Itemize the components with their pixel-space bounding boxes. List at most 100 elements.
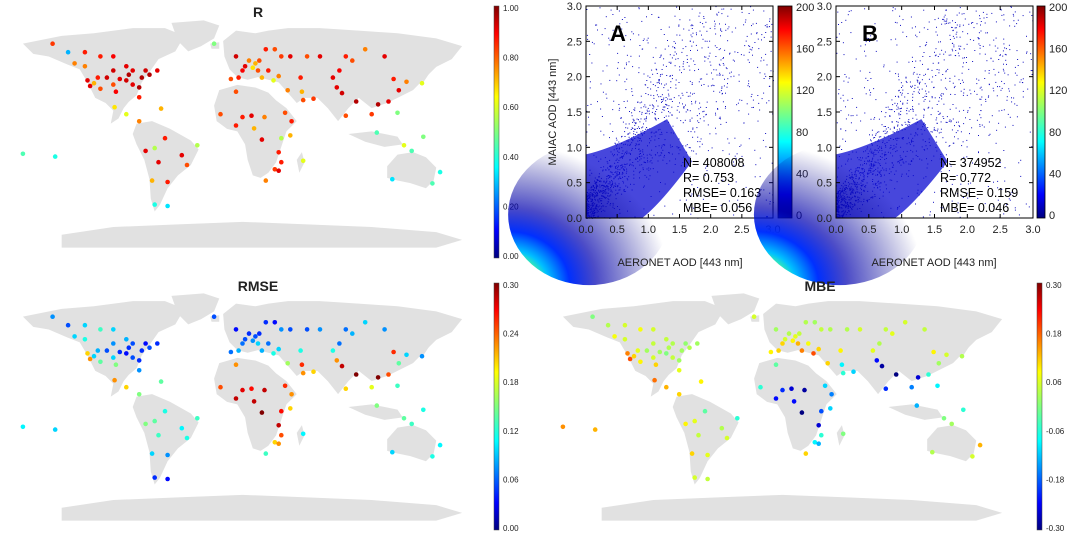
sparse-point xyxy=(995,81,997,83)
sparse-point xyxy=(993,205,994,207)
y-tick-label: 0.0 xyxy=(567,213,582,225)
sparse-point xyxy=(728,200,730,202)
station-point xyxy=(263,47,269,52)
sparse-point xyxy=(646,109,648,111)
sparse-point xyxy=(943,16,945,18)
sparse-point xyxy=(923,27,925,29)
sparse-point xyxy=(954,208,956,210)
sparse-point xyxy=(943,18,945,20)
sparse-point xyxy=(721,30,723,32)
sparse-point xyxy=(951,26,953,28)
station-point xyxy=(350,331,355,336)
sparse-point xyxy=(608,44,610,46)
sparse-point xyxy=(739,158,741,160)
colorbar-tick-label: 0.00 xyxy=(503,252,519,261)
scatter-b-axes: 0.0 0.5 1.0 1.5 2.0 2.5 3.00.00.51.01.52.02.53… xyxy=(817,1,1041,236)
sparse-point xyxy=(609,39,611,41)
sparse-point xyxy=(838,89,840,90)
sparse-point xyxy=(669,75,671,77)
sparse-point xyxy=(840,110,842,112)
sparse-point xyxy=(642,126,644,128)
sparse-point xyxy=(689,40,691,42)
sparse-point xyxy=(906,110,908,112)
station-point xyxy=(262,387,267,393)
sparse-point xyxy=(1017,19,1019,21)
sparse-point xyxy=(936,141,938,143)
sparse-point xyxy=(1008,90,1010,92)
map-r-points xyxy=(20,41,443,209)
sparse-point xyxy=(716,13,718,15)
sparse-point xyxy=(690,195,692,197)
sparse-point xyxy=(770,36,772,38)
world-map-rmse xyxy=(22,293,463,521)
sparse-point xyxy=(728,26,730,28)
sparse-point xyxy=(691,36,693,38)
sparse-point xyxy=(665,115,667,117)
sparse-point xyxy=(663,34,665,35)
sparse-point xyxy=(765,133,767,134)
sparse-point xyxy=(618,74,620,76)
station-point xyxy=(253,61,258,66)
station-point xyxy=(780,341,785,346)
sparse-point xyxy=(941,93,943,95)
sparse-point xyxy=(705,167,707,169)
sparse-point xyxy=(1003,83,1005,85)
colorbar-tick-label: 0.06 xyxy=(1046,378,1062,387)
sparse-point xyxy=(899,15,901,17)
sparse-point xyxy=(624,136,626,137)
sparse-point xyxy=(638,34,640,36)
sparse-point xyxy=(995,142,997,144)
sparse-point xyxy=(935,129,937,131)
sparse-point xyxy=(597,101,598,103)
sparse-point xyxy=(689,156,691,158)
sparse-point xyxy=(929,56,931,57)
sparse-point xyxy=(665,103,667,105)
sparse-point xyxy=(912,99,913,101)
station-point xyxy=(362,47,368,52)
sparse-point xyxy=(939,113,941,115)
sparse-point xyxy=(944,14,946,16)
station-point xyxy=(152,145,157,151)
sparse-point xyxy=(690,58,692,60)
sparse-point xyxy=(713,90,715,92)
station-point xyxy=(117,349,123,355)
sparse-point xyxy=(671,106,673,108)
sparse-point xyxy=(656,82,658,84)
sparse-point xyxy=(980,30,982,32)
sparse-point xyxy=(959,216,961,218)
sparse-point xyxy=(663,97,665,99)
sparse-point xyxy=(963,13,965,15)
sparse-point xyxy=(748,113,750,115)
sparse-point xyxy=(764,25,766,27)
sparse-point xyxy=(910,16,912,18)
sparse-point xyxy=(625,123,627,125)
sparse-point xyxy=(885,112,887,114)
sparse-point xyxy=(945,71,947,73)
station-point xyxy=(909,384,914,390)
sparse-point xyxy=(1006,96,1008,98)
sparse-point xyxy=(1010,6,1012,8)
sparse-point xyxy=(953,44,955,46)
sparse-point xyxy=(922,56,924,57)
sparse-point xyxy=(986,13,988,15)
sparse-point xyxy=(887,106,889,108)
station-point xyxy=(136,119,142,124)
station-point xyxy=(825,361,830,366)
station-point xyxy=(255,68,261,73)
scatter-a-stat-mbe: MBE= 0.056 xyxy=(683,201,752,215)
sparse-point xyxy=(627,133,629,135)
station-point xyxy=(437,442,443,448)
sparse-point xyxy=(896,44,898,46)
sparse-point xyxy=(997,180,999,182)
sparse-point xyxy=(715,114,717,116)
station-point xyxy=(276,346,282,352)
station-point xyxy=(914,403,920,408)
y-tick-label: 2.0 xyxy=(817,72,832,84)
sparse-point xyxy=(603,134,605,136)
sparse-point xyxy=(975,10,977,12)
sparse-point xyxy=(966,57,967,58)
station-point xyxy=(136,95,142,100)
sparse-point xyxy=(949,108,951,110)
sparse-point xyxy=(935,31,937,33)
sparse-point xyxy=(1022,78,1024,80)
